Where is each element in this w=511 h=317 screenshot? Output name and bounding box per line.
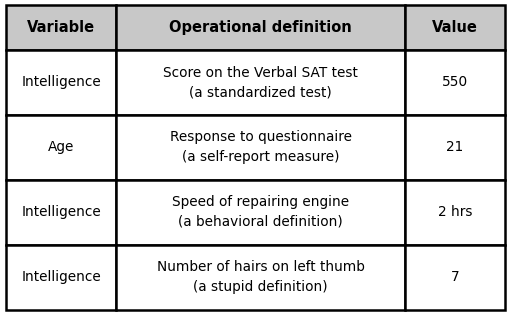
Text: 550: 550 [442, 75, 468, 89]
Bar [405, 5, 505, 50]
Text: Intelligence: Intelligence [21, 75, 101, 89]
Text: Value: Value [432, 20, 478, 35]
Text: Score on the Verbal SAT test
(a standardized test): Score on the Verbal SAT test (a standard… [163, 66, 358, 99]
Text: Operational definition: Operational definition [169, 20, 352, 35]
Bar [116, 180, 405, 245]
Bar [116, 115, 405, 180]
Text: Intelligence: Intelligence [21, 205, 101, 219]
Bar [116, 245, 405, 310]
Text: Age: Age [48, 140, 74, 154]
Bar [6, 180, 116, 245]
Bar [6, 5, 116, 50]
Bar [405, 115, 505, 180]
Bar [405, 180, 505, 245]
Bar [116, 5, 405, 50]
Text: 2 hrs: 2 hrs [438, 205, 472, 219]
Bar [116, 50, 405, 115]
Text: Speed of repairing engine
(a behavioral definition): Speed of repairing engine (a behavioral … [172, 196, 349, 229]
Text: Number of hairs on left thumb
(a stupid definition): Number of hairs on left thumb (a stupid … [157, 261, 364, 294]
Text: Intelligence: Intelligence [21, 270, 101, 284]
Bar [6, 245, 116, 310]
Text: Variable: Variable [27, 20, 95, 35]
Bar [6, 50, 116, 115]
Text: Response to questionnaire
(a self-report measure): Response to questionnaire (a self-report… [170, 131, 352, 164]
Text: 7: 7 [451, 270, 459, 284]
Bar [405, 50, 505, 115]
Bar [405, 245, 505, 310]
Bar [6, 115, 116, 180]
Text: 21: 21 [447, 140, 463, 154]
